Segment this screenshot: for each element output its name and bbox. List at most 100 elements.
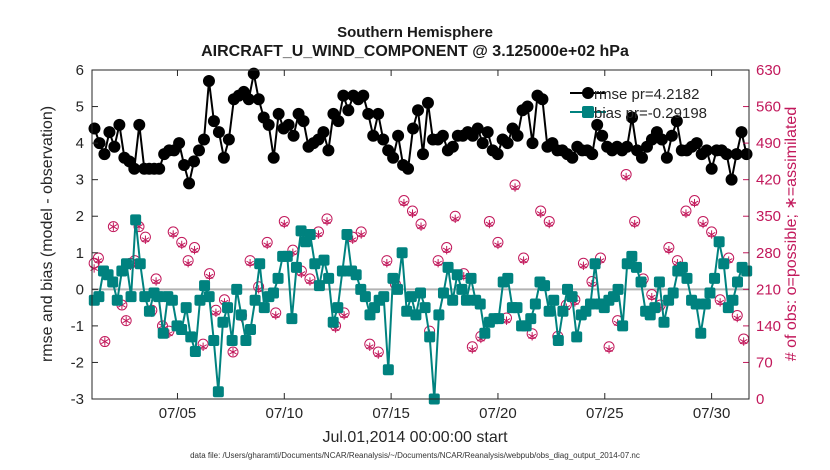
obs-assimilated-stroke [109,224,118,230]
bias-point [350,269,362,281]
rmse-point [670,115,683,128]
rmse-point [511,129,524,142]
obs-assimilated-stroke [434,260,443,266]
obs-assimilated-point [699,219,707,229]
bias-point [245,324,257,336]
rmse-point [690,137,703,150]
obs-assimilated-point [739,337,748,346]
bias-point [281,250,293,262]
bias-point [194,294,206,306]
bias-point [272,272,284,284]
rmse-point [113,118,126,131]
obs-assimilated-point [690,198,699,208]
obs-assimilated-stroke [605,346,613,352]
rmse-point [730,148,743,161]
bias-point [382,364,394,376]
bias-point [543,305,555,317]
bias-point [212,386,224,398]
obs-assimilated-point [647,292,656,302]
bias-point [626,250,638,262]
rmse-point [402,162,415,175]
bias-point [185,331,197,343]
bias-point [199,280,211,292]
obs-assimilated-stroke [494,242,502,248]
bias-point [120,258,132,270]
rmse-point [108,140,121,153]
rmse-point [342,104,355,117]
obs-assimilated-stroke [271,312,280,318]
bias-point [658,316,670,328]
obs-assimilated-stroke [314,231,323,238]
obs-assimilated-point [263,240,272,250]
bias-point [295,225,307,237]
obs-assimilated-stroke [699,221,707,227]
bias-point [134,258,146,270]
obs-assimilated-stroke [739,339,748,345]
bias-point [341,229,353,240]
rmse-point [421,96,434,109]
obs-assimilated-point [451,214,460,224]
rmse-point [103,126,116,139]
bias-point [653,276,665,288]
y-axis-label-right: # of obs: o=possible; ∗=assimilated [783,107,800,361]
rmse-point [262,118,275,131]
bias-point [396,247,408,259]
legend-bias-marker [582,106,594,118]
footnote: data file: /Users/gharamti/Documents/NCA… [190,451,640,460]
rmse-point [665,129,678,142]
chart-title: Southern Hemisphere [337,24,493,41]
bias-point [713,236,725,248]
obs-assimilated-stroke [357,231,366,238]
bias-point [493,313,505,325]
bias-point [336,265,348,277]
obs-assimilated-point [152,277,160,286]
bias-point [649,302,661,314]
bias-point [695,327,707,339]
rmse-point [207,115,220,128]
rmse-point [596,129,609,142]
bias-point [180,302,192,314]
rmse-point [287,129,300,142]
bias-point [437,287,449,299]
y-tick-label: 2 [76,208,84,225]
obs-assimilated-stroke [647,294,656,300]
bias-point [258,302,270,314]
legend: rmse pr=4.2182 bias pr=-0.29198 [570,86,707,122]
obs-assimilated-point [622,172,631,182]
obs-assimilated-point [519,256,528,265]
obs-possible-point [107,221,119,233]
rmse-point [267,151,280,164]
bias-point [718,258,730,270]
y-right-tick-label: 0 [756,391,764,408]
obs-assimilated-stroke [199,344,207,350]
bias-point [203,291,215,303]
y-right-tick-label: 490 [756,135,781,152]
bias-point [424,331,436,343]
bias-point [667,287,679,299]
obs-assimilated-point [664,245,673,255]
obs-assimilated-point [280,219,289,229]
y-axis-label-left: rmse and bias (model - observation) [39,106,56,362]
rmse-point [93,137,106,150]
bias-point [217,316,229,328]
plot-marks [88,67,753,405]
x-axis-label: Jul.01,2014 00:00:00 start [322,429,508,446]
bias-point [323,272,335,284]
obs-assimilated-stroke [184,260,193,266]
bias-point [254,258,266,270]
obs-assimilated-point [400,198,408,208]
bias-point [249,294,261,306]
bias-point [235,309,247,321]
rmse-point [153,162,166,175]
x-tick-label: 07/15 [372,405,410,422]
bias-point [267,287,279,299]
y-tick-label: 4 [76,135,84,152]
rmse-point [655,133,668,146]
bias-point [286,313,298,325]
obs-assimilated-point [382,259,391,268]
obs-assimilated-point [707,230,716,239]
bias-point [676,261,688,273]
plot-frame [91,69,750,400]
rmse-point [491,148,504,161]
obs-assimilated-stroke [468,346,477,352]
